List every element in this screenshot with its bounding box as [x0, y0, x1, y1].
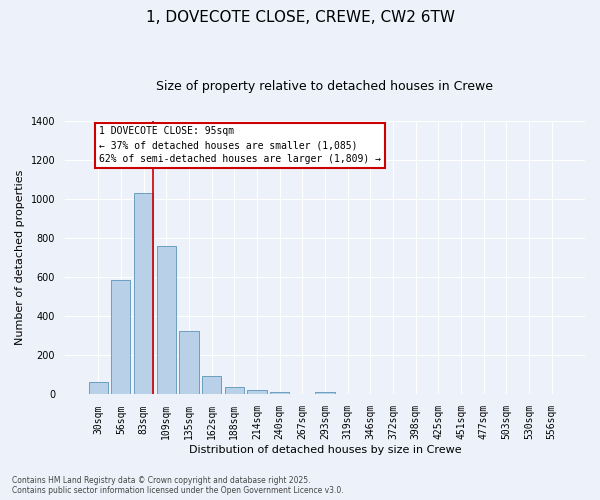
Bar [157, 246, 176, 394]
Text: 1 DOVECOTE CLOSE: 95sqm
← 37% of detached houses are smaller (1,085)
62% of semi: 1 DOVECOTE CLOSE: 95sqm ← 37% of detache… [100, 126, 382, 164]
Y-axis label: Number of detached properties: Number of detached properties [15, 170, 25, 345]
Bar [111, 280, 130, 394]
Bar [270, 392, 289, 394]
Bar [316, 392, 335, 394]
X-axis label: Distribution of detached houses by size in Crewe: Distribution of detached houses by size … [188, 445, 461, 455]
Bar [89, 382, 108, 394]
Text: 1, DOVECOTE CLOSE, CREWE, CW2 6TW: 1, DOVECOTE CLOSE, CREWE, CW2 6TW [146, 10, 455, 25]
Text: Contains HM Land Registry data © Crown copyright and database right 2025.
Contai: Contains HM Land Registry data © Crown c… [12, 476, 344, 495]
Bar [179, 331, 199, 394]
Bar [224, 387, 244, 394]
Title: Size of property relative to detached houses in Crewe: Size of property relative to detached ho… [157, 80, 493, 93]
Bar [202, 376, 221, 394]
Bar [134, 193, 153, 394]
Bar [247, 390, 266, 394]
